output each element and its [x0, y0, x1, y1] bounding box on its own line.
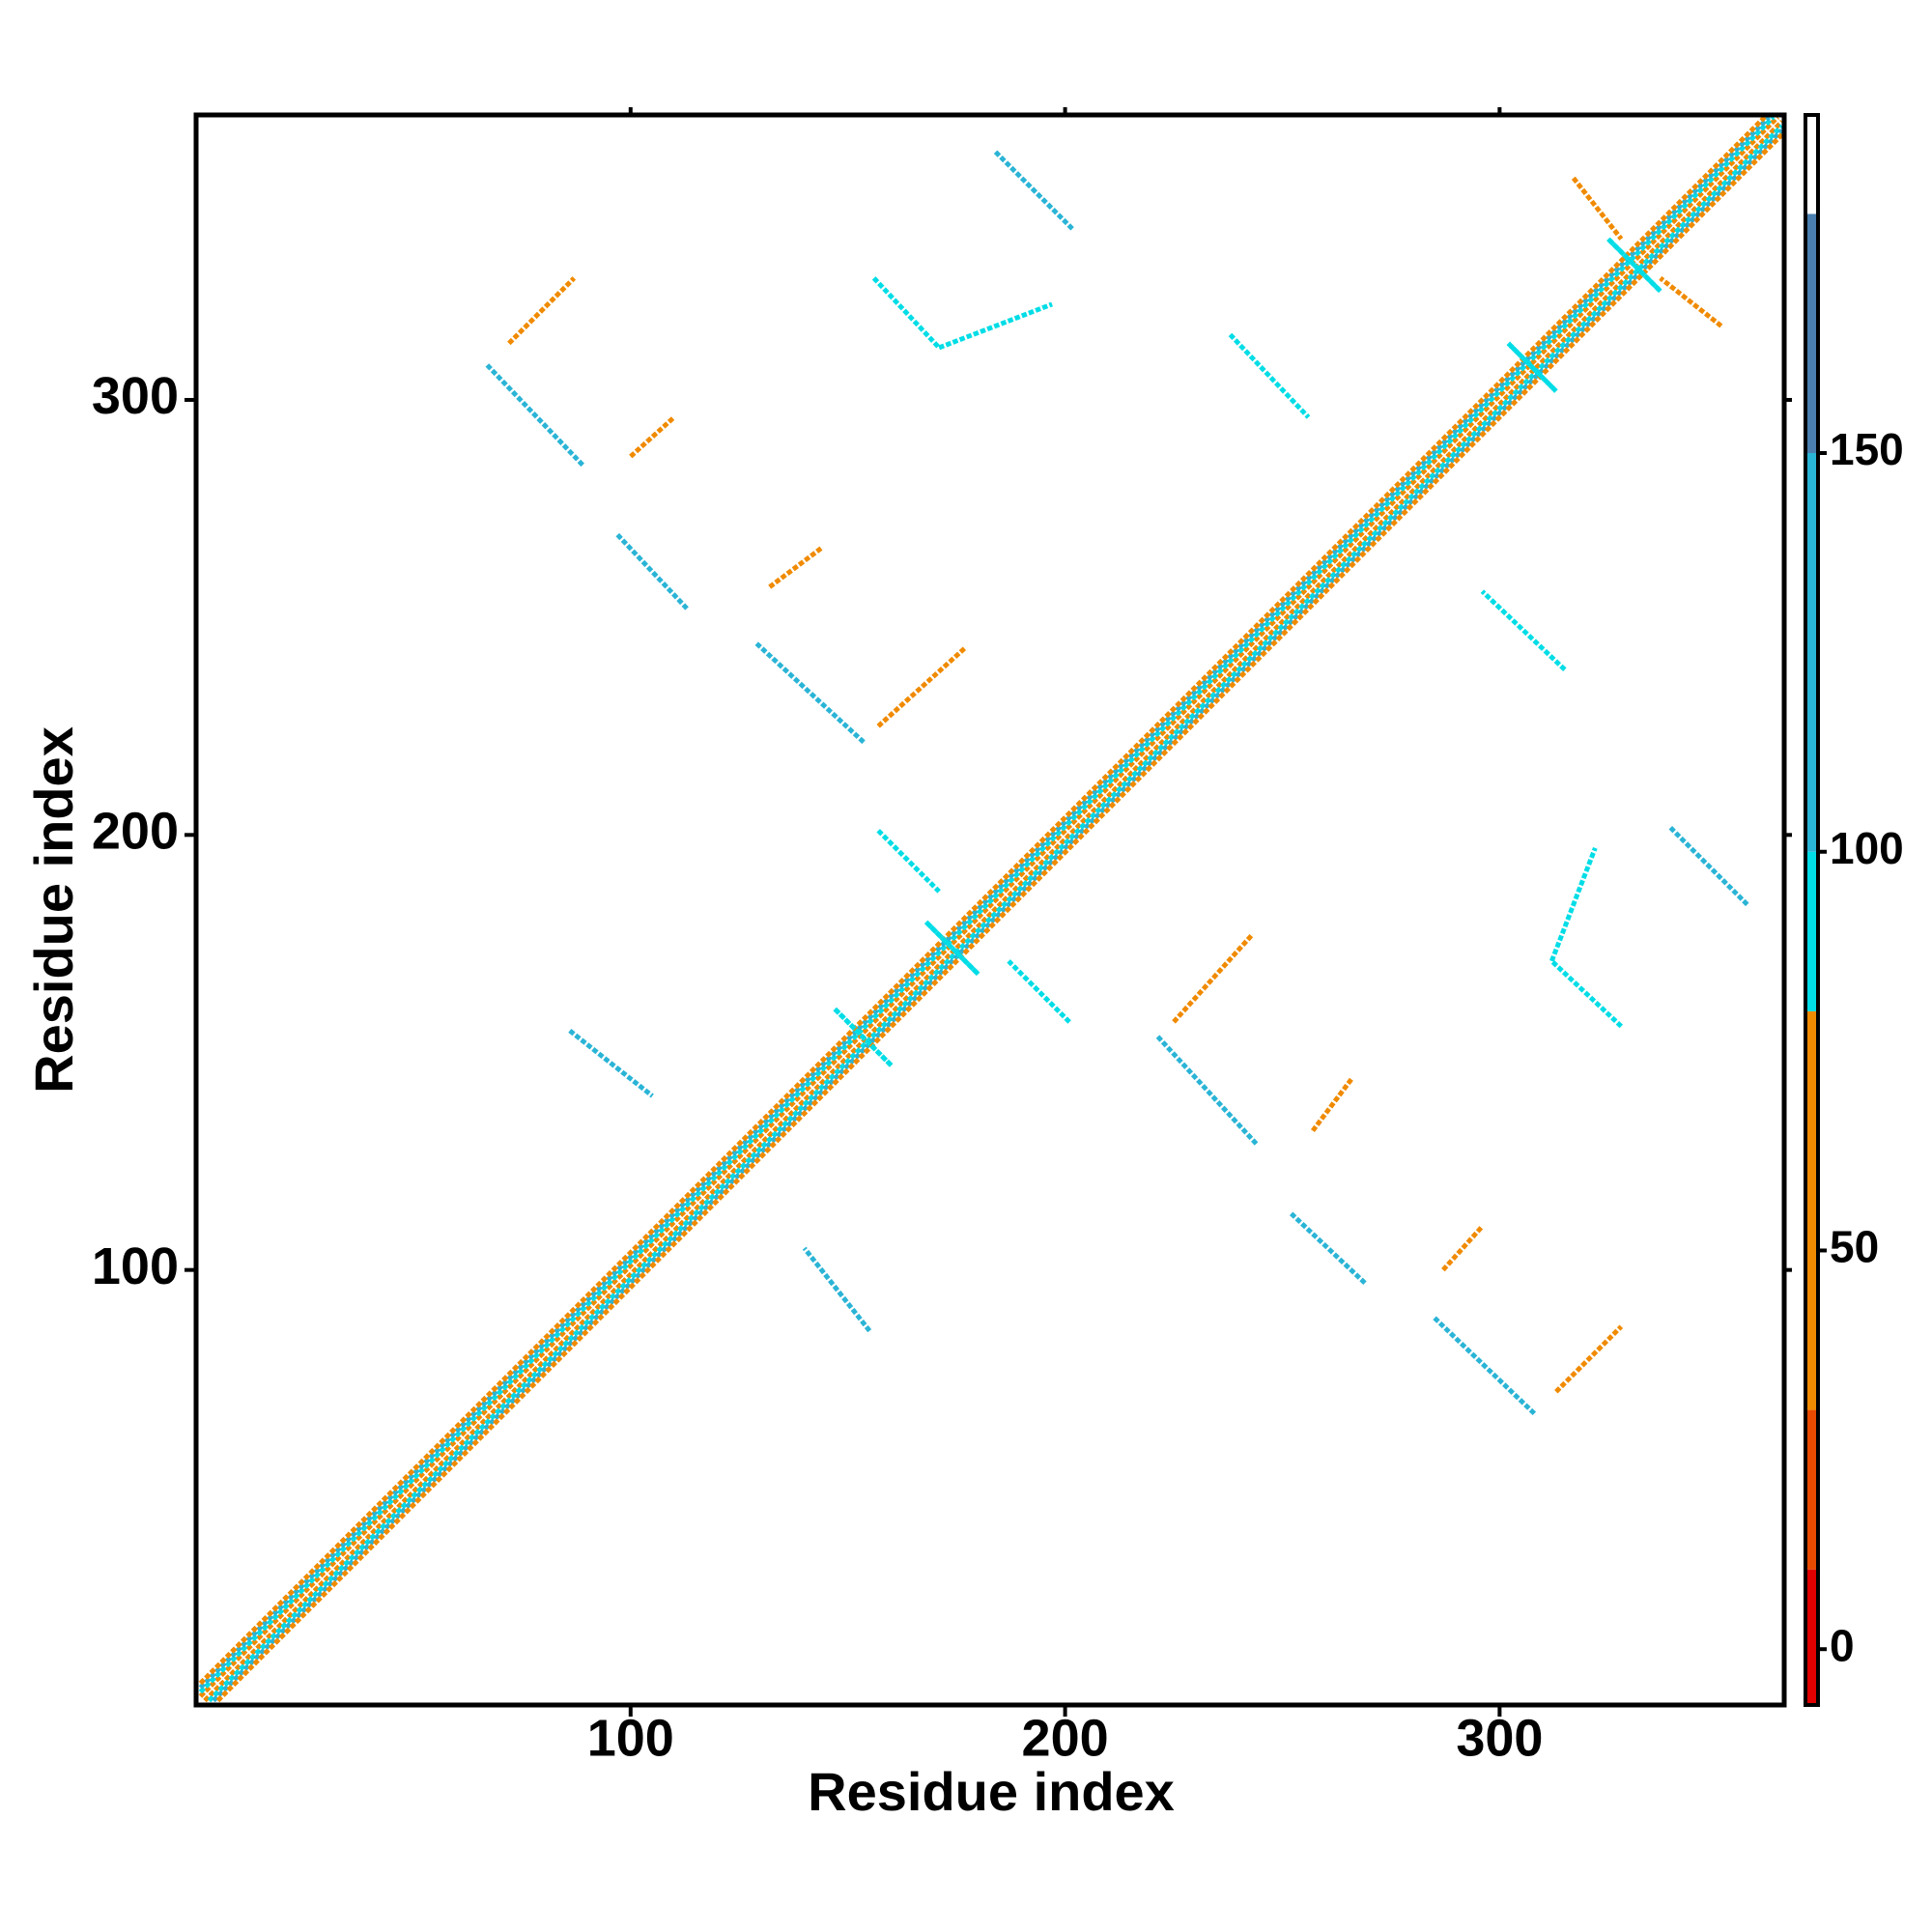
contact-segment — [212, 128, 1784, 1703]
x-tick-label: 200 — [1022, 1709, 1109, 1767]
colorbar-bin — [1805, 213, 1818, 454]
plot-frame — [193, 112, 1787, 1708]
colorbar-tick-label: 50 — [1830, 1222, 1879, 1272]
contact-segment — [768, 546, 824, 589]
contact-segment — [568, 1029, 654, 1098]
colorbar-bin — [1805, 115, 1818, 214]
contact-segment — [629, 415, 676, 459]
contact-segment — [876, 645, 967, 728]
x-tick-label: 300 — [1456, 1709, 1543, 1767]
contact-segment — [207, 124, 1784, 1703]
contact-segment — [1571, 176, 1624, 241]
contact-segment — [1480, 589, 1567, 671]
contact-segment — [198, 115, 1776, 1694]
x-axis-title: Residue index — [808, 1761, 1175, 1822]
y-tick-label: 200 — [92, 803, 179, 861]
colorbar-bin — [1805, 1409, 1818, 1570]
y-axis-title: Residue index — [23, 726, 84, 1094]
y-tick-label: 100 — [92, 1237, 179, 1295]
contact-segment — [833, 1007, 894, 1067]
contact-segment — [1506, 341, 1558, 393]
contact-segment — [615, 532, 690, 611]
contact-segment — [993, 150, 1076, 233]
contact-segment — [198, 115, 1780, 1698]
contact-segment — [1549, 959, 1624, 1029]
colorbar-frame — [1804, 113, 1820, 1707]
contact-segment — [1659, 275, 1723, 328]
colorbar-tick-label: 150 — [1830, 424, 1904, 474]
contact-segment — [507, 276, 577, 346]
contact-segment — [1667, 824, 1749, 907]
colorbar-bin — [1805, 1010, 1818, 1410]
contact-segment — [485, 363, 585, 468]
contact-segment — [1007, 959, 1071, 1024]
contact-segment — [198, 115, 1767, 1686]
x-tick-label: 100 — [587, 1709, 674, 1767]
contact-segment — [1441, 1224, 1485, 1272]
contact-segment — [1606, 237, 1662, 294]
contact-segment — [1228, 332, 1311, 419]
contact-segment — [1310, 1077, 1354, 1133]
contact-segment — [1554, 1324, 1624, 1394]
contact-segment — [876, 829, 941, 894]
colorbar-tick-label: 0 — [1830, 1620, 1855, 1670]
colorbar-bin — [1805, 1569, 1818, 1705]
colorbar-bin — [1805, 453, 1818, 852]
y-tick-label: 300 — [92, 367, 179, 425]
contact-segment — [938, 301, 1053, 351]
colorbar-tick-label: 100 — [1830, 823, 1904, 873]
contact-segment — [754, 641, 867, 746]
contact-segment — [802, 1246, 872, 1333]
contact-segment — [198, 115, 1772, 1690]
contact-segment — [215, 132, 1784, 1703]
contact-segment — [1172, 933, 1254, 1024]
contact-segment — [1549, 846, 1598, 962]
contact-segment — [871, 276, 941, 350]
contact-segment — [1289, 1211, 1367, 1285]
contact-segment — [1154, 1033, 1259, 1146]
contact-segment — [1433, 1316, 1537, 1416]
contact-segment — [203, 120, 1784, 1703]
colorbar-bin — [1805, 851, 1818, 1011]
contact-segment — [923, 920, 980, 977]
